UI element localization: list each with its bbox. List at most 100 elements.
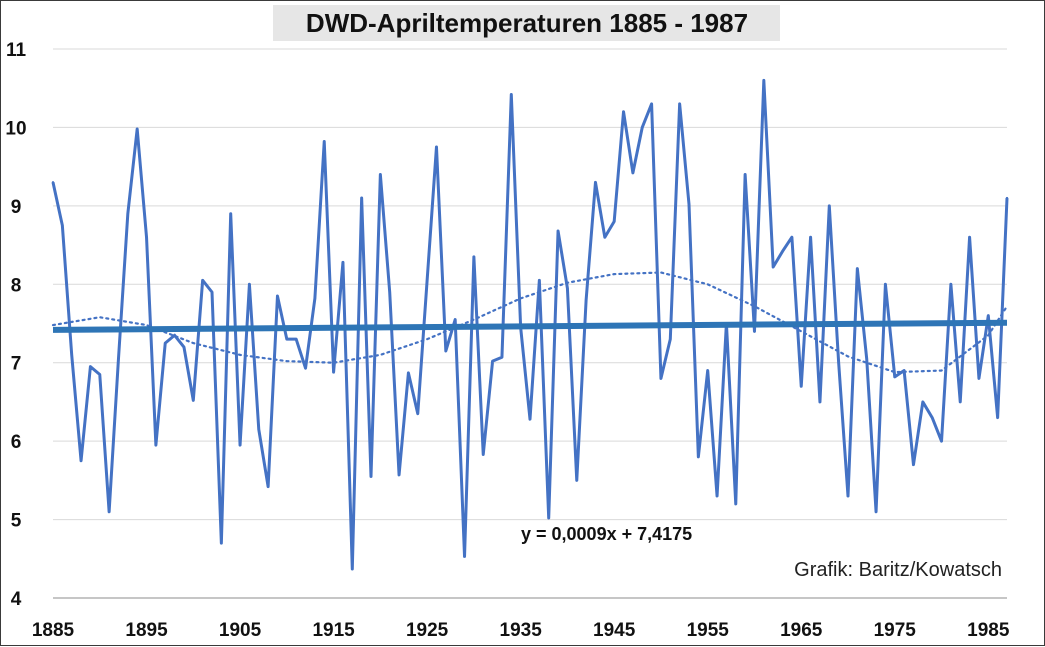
data-point-1930 xyxy=(472,255,476,259)
data-point-1985 xyxy=(987,314,990,317)
data-point-1982 xyxy=(959,400,962,404)
data-point-1953 xyxy=(687,203,691,206)
data-point-1900 xyxy=(192,399,195,402)
data-point-1983 xyxy=(968,236,971,239)
data-point-1938 xyxy=(547,516,550,520)
data-point-1891 xyxy=(107,510,111,513)
data-point-1893 xyxy=(126,212,130,215)
data-point-1910 xyxy=(285,337,289,341)
data-point-1898 xyxy=(173,334,176,337)
data-point-1962 xyxy=(771,265,775,269)
title-background xyxy=(273,5,780,41)
data-point-1933 xyxy=(500,356,504,359)
data-point-1895 xyxy=(145,236,148,239)
data-point-1942 xyxy=(584,298,588,302)
data-point-1948 xyxy=(641,126,644,129)
data-point-1917 xyxy=(351,567,354,571)
data-point-1903 xyxy=(220,541,223,545)
data-point-1906 xyxy=(248,283,251,286)
data-point-1914 xyxy=(323,140,326,143)
chart-title: DWD-Apriltemperaturen 1885 - 1987 xyxy=(306,8,748,38)
data-point-1926 xyxy=(435,145,438,149)
data-point-1952 xyxy=(678,102,681,106)
data-point-1960 xyxy=(753,330,756,333)
data-point-1976 xyxy=(902,369,906,372)
trendline-equation: y = 0,0009x + 7,4175 xyxy=(521,524,692,544)
linear-trend-line xyxy=(52,319,1008,333)
x-tick-label: 1925 xyxy=(406,620,449,641)
data-point-1932 xyxy=(491,359,494,363)
data-point-1965 xyxy=(800,385,803,388)
data-point-1944 xyxy=(603,236,607,239)
data-point-1958 xyxy=(734,502,737,506)
data-point-1971 xyxy=(856,267,859,270)
data-point-1959 xyxy=(743,173,747,176)
y-axis-tick-labels: 4 5 6 7 8 9 10 11 xyxy=(5,40,26,610)
data-point-1909 xyxy=(276,294,279,298)
x-tick-label: 1905 xyxy=(219,620,262,641)
series-layer xyxy=(51,78,1009,571)
x-tick-label: 1915 xyxy=(312,620,355,641)
data-point-1975 xyxy=(893,375,896,379)
data-point-1922 xyxy=(397,473,401,477)
data-point-1907 xyxy=(257,428,260,431)
data-point-1939 xyxy=(556,229,560,233)
data-point-1946 xyxy=(622,110,625,113)
data-point-1945 xyxy=(612,220,616,223)
data-point-1925 xyxy=(425,279,429,282)
data-point-1885 xyxy=(51,181,55,184)
data-point-1928 xyxy=(453,318,457,321)
data-point-1924 xyxy=(416,412,419,415)
y-tick-label: 8 xyxy=(11,275,22,296)
x-tick-label: 1975 xyxy=(874,620,917,641)
data-point-1899 xyxy=(182,345,186,349)
gridlines xyxy=(53,48,1007,521)
chart-credit: Grafik: Baritz/Kowatsch xyxy=(794,559,1002,581)
data-point-1888 xyxy=(79,459,83,462)
data-point-1984 xyxy=(977,377,981,380)
data-point-1923 xyxy=(407,371,410,375)
data-point-1961 xyxy=(762,79,766,82)
data-point-1981 xyxy=(949,283,953,286)
data-point-1974 xyxy=(884,283,887,286)
data-point-1886 xyxy=(61,224,64,227)
data-point-1929 xyxy=(463,555,466,558)
data-point-1941 xyxy=(575,479,578,482)
data-point-1967 xyxy=(818,400,822,404)
data-point-1936 xyxy=(528,417,532,421)
data-point-1905 xyxy=(238,443,242,447)
data-point-1897 xyxy=(164,341,167,345)
data-point-1956 xyxy=(715,494,719,498)
data-point-1947 xyxy=(631,171,635,175)
data-point-1887 xyxy=(70,353,73,357)
data-point-1913 xyxy=(313,297,317,300)
data-point-1902 xyxy=(210,290,214,294)
data-point-1949 xyxy=(650,102,653,106)
x-tick-label: 1935 xyxy=(500,620,543,641)
data-point-1916 xyxy=(341,261,345,264)
data-point-1943 xyxy=(594,181,597,184)
data-point-1987 xyxy=(1005,196,1009,200)
data-point-1972 xyxy=(865,357,868,360)
data-point-1966 xyxy=(809,236,812,239)
y-tick-label: 6 xyxy=(11,432,22,453)
data-point-1979 xyxy=(930,416,934,419)
data-point-1927 xyxy=(444,349,448,353)
data-point-1901 xyxy=(201,279,204,282)
data-point-1919 xyxy=(369,475,373,478)
data-point-1931 xyxy=(482,453,485,456)
data-point-1980 xyxy=(940,439,943,443)
data-point-1954 xyxy=(697,455,700,459)
polynomial-trend-line xyxy=(51,271,1009,374)
data-point-1973 xyxy=(874,510,878,513)
x-tick-label: 1895 xyxy=(125,620,168,641)
data-point-1970 xyxy=(846,494,850,498)
data-point-1896 xyxy=(154,443,158,447)
data-point-1964 xyxy=(790,236,794,239)
data-point-1977 xyxy=(912,463,915,466)
y-tick-label: 9 xyxy=(11,197,22,218)
data-point-1894 xyxy=(135,127,139,131)
data-point-1951 xyxy=(669,337,672,341)
data-point-1892 xyxy=(117,357,120,360)
